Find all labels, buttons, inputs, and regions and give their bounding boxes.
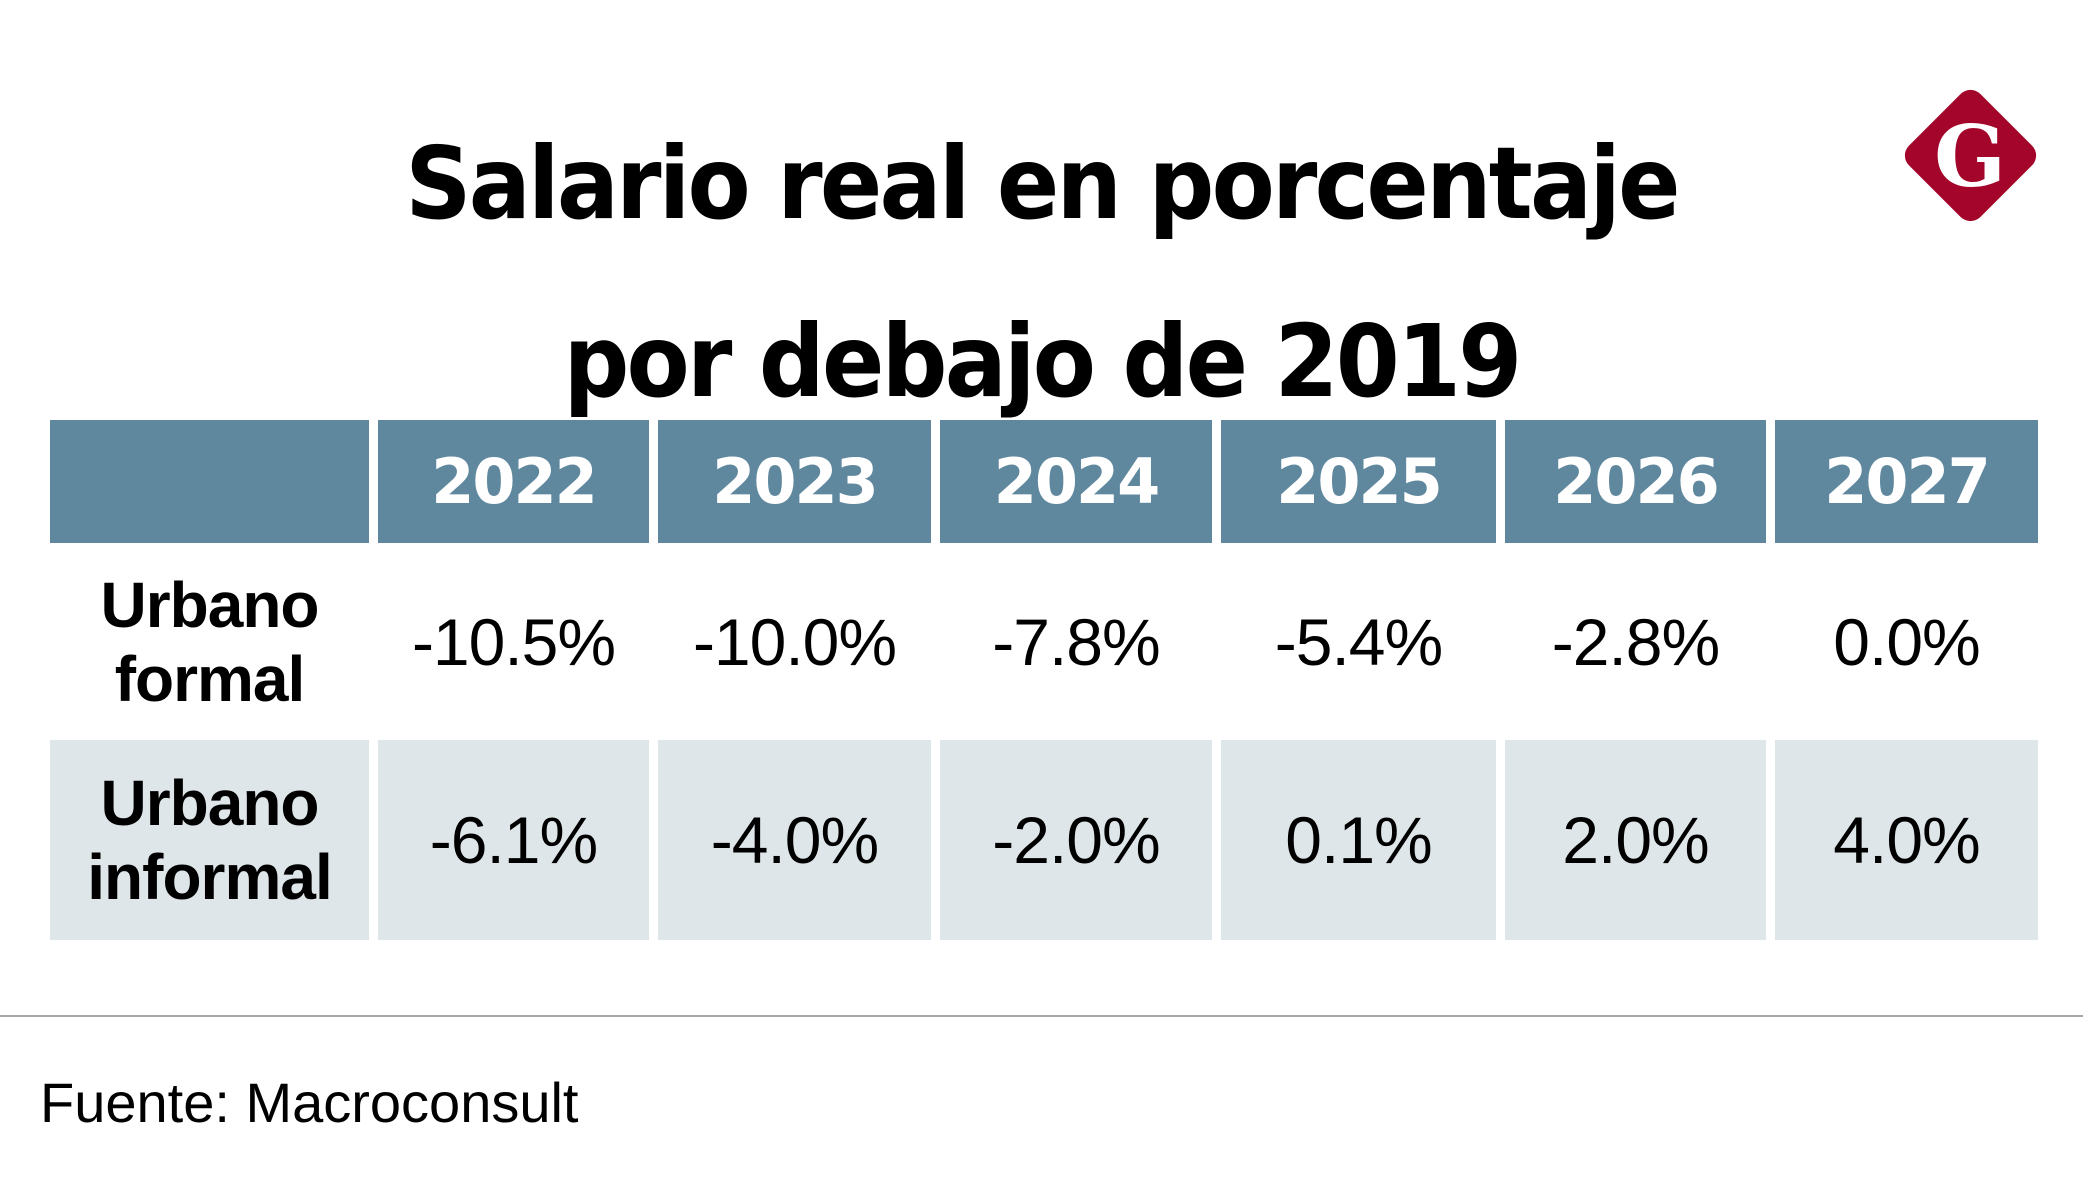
value-cell: -7.8%: [940, 543, 1212, 740]
row-label-line-1: Urbano: [100, 568, 320, 641]
value-cell: -2.0%: [940, 740, 1212, 940]
footer-divider: [0, 1015, 2083, 1017]
logo-letter: G: [1934, 107, 2006, 206]
row-label: Urbano formal: [100, 568, 320, 716]
value-cell: 4.0%: [1775, 740, 2038, 940]
header-cell-empty: [50, 420, 369, 543]
header-cell-2023: 2023: [658, 420, 931, 543]
header-cell-2026: 2026: [1505, 420, 1766, 543]
value-cell: -4.0%: [658, 740, 931, 940]
table-row: Urbano formal -10.5% -10.0% -7.8% -5.4% …: [50, 543, 2038, 740]
row-label-line-2: informal: [87, 841, 332, 913]
logo-diamond: [1904, 89, 2037, 222]
header-cell-2022: 2022: [378, 420, 649, 543]
header-cell-2025: 2025: [1221, 420, 1496, 543]
header-cell-2027: 2027: [1775, 420, 2038, 543]
title-line-2: por debajo de 2019: [563, 303, 1522, 420]
table-header-row: 2022 2023 2024 2025 2026 2027: [50, 420, 2038, 543]
row-label-cell: Urbano formal: [50, 543, 369, 740]
value-cell: 2.0%: [1505, 740, 1766, 940]
value-cell: -6.1%: [378, 740, 649, 940]
header-cell-2024: 2024: [940, 420, 1212, 543]
value-cell: -10.0%: [658, 543, 931, 740]
row-label-cell: Urbano informal: [50, 740, 369, 940]
chart-title: Salario real en porcentaje por debajo de…: [0, 95, 2083, 451]
value-cell: -5.4%: [1221, 543, 1496, 740]
data-table: 2022 2023 2024 2025 2026 2027 Urbano for…: [50, 420, 2038, 940]
value-cell: -2.8%: [1505, 543, 1766, 740]
table-row: Urbano informal -6.1% -4.0% -2.0% 0.1% 2…: [50, 740, 2038, 940]
title-line-1: Salario real en porcentaje: [405, 125, 1680, 242]
source-note: Fuente: Macroconsult: [40, 1071, 579, 1134]
value-cell: 0.1%: [1221, 740, 1496, 940]
row-label: Urbano informal: [87, 766, 332, 914]
value-cell: 0.0%: [1775, 543, 2038, 740]
row-label-line-2: formal: [114, 642, 306, 715]
g-diamond-logo-icon: G: [1904, 89, 2037, 222]
value-cell: -10.5%: [378, 543, 649, 740]
row-label-line-1: Urbano: [100, 767, 320, 839]
